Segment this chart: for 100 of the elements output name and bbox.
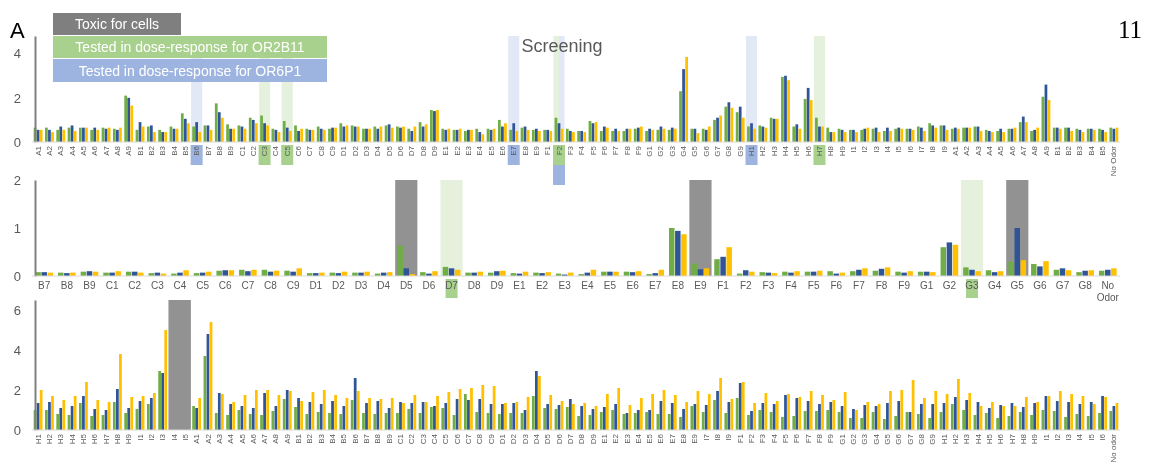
x-tick-label: D3	[354, 280, 368, 291]
x-tick-label: C4	[173, 280, 187, 291]
x-tick-label: H5	[792, 145, 802, 157]
x-tick-label: C3	[260, 145, 270, 157]
x-tick-label: A4	[984, 145, 994, 156]
x-tick-label: G7	[713, 145, 723, 157]
x-tick-label: F6	[792, 433, 802, 444]
category-label: Tested in dose-response for OR6P1	[78, 62, 302, 79]
x-tick-label: E3	[558, 280, 572, 291]
x-tick-label: F4	[785, 280, 798, 291]
x-tick-label: B7	[203, 145, 213, 156]
x-tick-label: C9	[486, 433, 496, 445]
x-tick-label: H6	[803, 145, 813, 157]
x-tick-label: G6	[894, 433, 904, 445]
x-tick-label: G5	[882, 433, 892, 445]
x-tick-label: I1	[135, 433, 145, 441]
x-tick-label: A5	[996, 145, 1006, 156]
x-tick-label: B8	[214, 145, 224, 156]
x-tick-label: B5	[180, 145, 190, 156]
x-tick-label: C2	[248, 145, 258, 157]
chart-title: Screening	[521, 36, 603, 56]
x-tick-label: B4	[1086, 145, 1096, 156]
x-tick-label: G4	[871, 433, 881, 445]
x-tick-label: D1	[309, 280, 323, 291]
x-tick-label: D6	[396, 145, 406, 157]
x-tick-label: F4	[769, 433, 779, 444]
x-tick-label: D6	[554, 433, 564, 445]
x-tick-label: B3	[316, 433, 326, 444]
y-tick-label: 4	[13, 46, 21, 62]
x-tick-label: G1	[645, 145, 655, 157]
x-tick-label: A9	[124, 145, 134, 156]
y-tick-label: 2	[13, 382, 21, 398]
x-tick-label: D7	[445, 280, 459, 291]
x-tick-label: A5	[237, 433, 247, 444]
x-tick-label: C8	[264, 280, 278, 291]
x-tick-label: D1	[339, 145, 349, 157]
x-tick-label: G3	[667, 145, 677, 157]
x-tick-label: A4	[67, 145, 77, 156]
y-tick-label: 2	[13, 90, 21, 106]
x-tick-label: E2	[611, 433, 621, 444]
x-tick-label: G9	[928, 433, 938, 445]
x-tick-label: D1	[497, 433, 507, 445]
x-tick-label: E5	[603, 280, 617, 291]
x-tick-label: A1	[192, 433, 202, 444]
x-tick-label: F5	[588, 145, 598, 156]
x-tick-label: B1	[1052, 145, 1062, 156]
x-tick-label: I5	[1086, 433, 1096, 441]
x-tick-label: C7	[305, 145, 315, 157]
x-tick-label: A2	[45, 145, 54, 156]
x-tick-label: G5	[690, 145, 700, 157]
x-tick-label: D9	[490, 280, 504, 291]
x-tick-label: B8	[373, 433, 383, 444]
x-tick-label: H4	[67, 433, 77, 445]
x-tick-label: No Odor	[1096, 280, 1120, 303]
x-tick-label: I4	[1075, 433, 1085, 441]
x-tick-label: D8	[418, 145, 428, 157]
x-tick-label: H1	[33, 433, 43, 445]
x-tick-label: G4	[987, 280, 1002, 291]
category-label: Tested in dose-response for OR2B11	[75, 39, 305, 55]
x-tick-label: D3	[362, 145, 372, 157]
y-tick-label: 4	[13, 342, 21, 358]
x-tick-label: A8	[271, 433, 281, 444]
x-tick-label: A4	[226, 433, 236, 444]
x-tick-label: B3	[1075, 145, 1085, 156]
x-tick-label: F8	[815, 433, 825, 444]
x-tick-label: H2	[45, 433, 54, 445]
x-tick-label: B5	[1098, 145, 1108, 156]
x-tick-label: C7	[241, 280, 255, 291]
x-tick-label: C5	[441, 433, 451, 445]
x-tick-label: F4	[577, 145, 587, 156]
x-tick-label: B9	[384, 433, 394, 444]
x-tick-label: F1	[735, 433, 745, 444]
x-tick-label: E1	[513, 280, 526, 291]
x-tick-label: D2	[509, 433, 519, 445]
x-tick-label: A9	[282, 433, 292, 444]
x-tick-label: F3	[758, 433, 768, 444]
x-tick-label: D7	[407, 145, 417, 157]
x-tick-label: C3	[150, 280, 165, 291]
x-tick-label: H8	[112, 433, 122, 445]
x-tick-label: D4	[373, 145, 383, 157]
x-tick-label: D5	[384, 145, 394, 157]
x-tick-label: G3	[860, 433, 870, 445]
x-tick-label: I7	[916, 145, 926, 153]
x-tick-label: A3	[973, 145, 983, 156]
x-tick-label: G1	[920, 280, 934, 291]
x-tick-label: A3	[56, 145, 66, 156]
y-tick-label: 0	[13, 134, 21, 150]
x-tick-label: E7	[667, 433, 677, 444]
x-tick-label: A1	[950, 145, 960, 156]
x-tick-label: F9	[898, 280, 911, 291]
y-tick-label: 6	[13, 302, 21, 318]
x-tick-label: F6	[599, 145, 609, 156]
x-tick-label: I3	[1064, 433, 1074, 441]
x-tick-label: B2	[305, 433, 315, 444]
x-tick-label: B1	[135, 145, 145, 156]
x-tick-label: E9	[690, 433, 700, 444]
x-tick-label: F1	[717, 280, 730, 291]
x-tick-label: E2	[452, 145, 462, 156]
x-tick-label: D8	[577, 433, 587, 445]
x-tick-label: G9	[735, 145, 745, 157]
